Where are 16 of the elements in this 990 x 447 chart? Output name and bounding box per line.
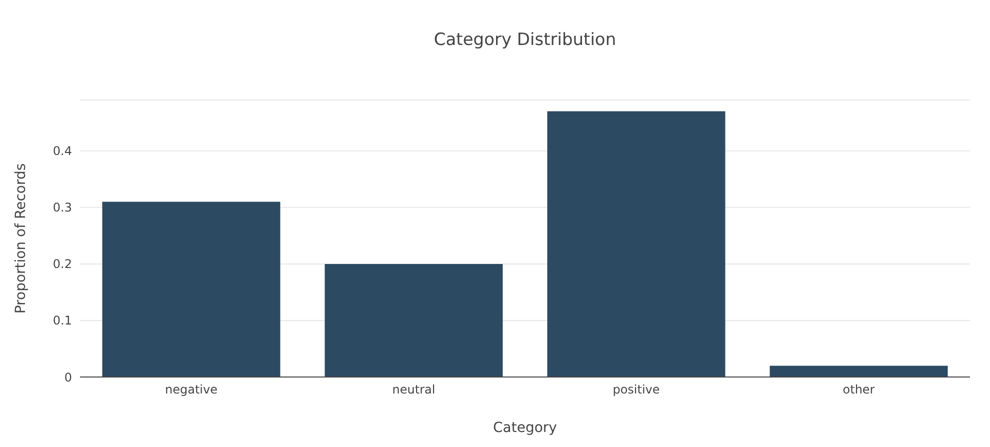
bar bbox=[547, 111, 726, 377]
y-tick-label: 0.3 bbox=[52, 200, 72, 215]
bar bbox=[324, 264, 503, 377]
bar bbox=[102, 202, 280, 377]
y-tick-label: 0 bbox=[64, 370, 72, 384]
x-tick-label: positive bbox=[612, 382, 660, 397]
x-tick-label: negative bbox=[165, 382, 218, 397]
y-axis-title: Proportion of Records bbox=[12, 163, 29, 314]
bar bbox=[770, 366, 948, 377]
y-tick-label: 0.1 bbox=[52, 314, 72, 328]
x-axis-title: Category bbox=[493, 420, 557, 436]
x-tick-label: other bbox=[842, 382, 875, 397]
y-tick-label: 0.4 bbox=[52, 144, 72, 158]
chart-title: Category Distribution bbox=[432, 30, 618, 50]
x-tick-label: neutral bbox=[392, 382, 436, 397]
y-tick-label: 0.2 bbox=[52, 257, 72, 272]
